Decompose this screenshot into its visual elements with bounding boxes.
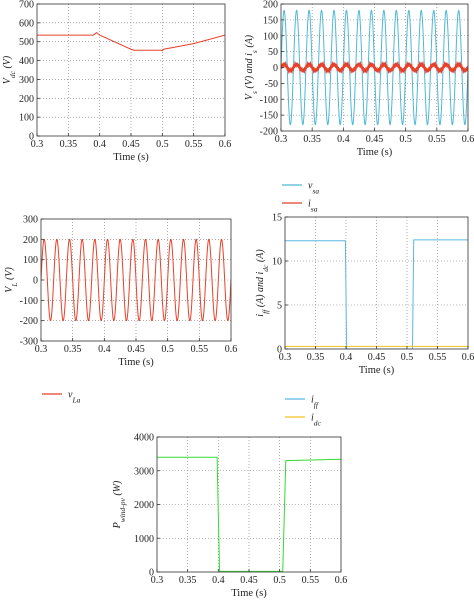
chart-currents: 0.3 0.35 0.4 0.45 0.5 0.55 0.6 0 5 10 15 Time (s) if… — [255, 213, 474, 377]
y-tick-label: 700 — [19, 0, 34, 11]
x-tick-label: 0.6 — [462, 352, 474, 363]
x-tick-label: 0.5 — [161, 344, 174, 355]
y-tick-label: 200 — [263, 0, 278, 11]
x-tick-label: 0.55 — [185, 139, 203, 150]
x-tick-label: 0.4 — [212, 575, 225, 586]
x-tick-label: 0.45 — [122, 139, 140, 150]
y-tick-label: 4000 — [134, 433, 154, 444]
x-tick-label: 0.3 — [35, 344, 48, 355]
y-tick-label: 0 — [33, 276, 38, 287]
x-tick-label: 0.5 — [401, 352, 414, 363]
y-tick-label: 100 — [263, 31, 278, 42]
x-tick-label: 0.45 — [240, 575, 258, 586]
legend-label: isa — [308, 199, 318, 214]
y-tick-label: 0 — [149, 568, 154, 579]
y-tick-label: 600 — [19, 18, 34, 29]
series-line-s0 — [157, 456, 341, 572]
x-tick-label: 0.5 — [399, 134, 412, 145]
x-tick-label: 0.6 — [335, 575, 348, 586]
x-tick-label: 0.4 — [93, 139, 106, 150]
x-tick-label: 0.35 — [179, 575, 197, 586]
x-tick-label: 0.6 — [462, 134, 474, 145]
x-tick-label: 0.55 — [428, 134, 446, 145]
y-tick-label: -200 — [260, 127, 278, 138]
x-tick-label: 0.6 — [225, 344, 238, 355]
y-tick-label: 15 — [272, 213, 282, 224]
x-tick-label: 0.5 — [156, 139, 169, 150]
x-tick-label: 0.4 — [337, 134, 350, 145]
legend-label: iff — [311, 395, 319, 410]
series-line-v_La — [41, 238, 231, 322]
x-axis-label: Time (s) — [357, 147, 393, 158]
x-tick-label: 0.35 — [60, 139, 78, 150]
x-tick-label: 0.6 — [219, 139, 232, 150]
x-axis-label: Time (s) — [231, 588, 267, 599]
chart-power: 0.3 0.35 0.4 0.45 0.5 0.55 0.6 0 1000 2000 3000 400… — [112, 433, 347, 600]
x-tick-label: 0.4 — [340, 352, 353, 363]
legend-label: idc — [311, 413, 322, 428]
x-tick-label: 0.35 — [64, 344, 82, 355]
y-tick-label: 0 — [29, 132, 34, 143]
y-tick-label: -100 — [20, 296, 38, 307]
y-tick-label: 200 — [23, 235, 38, 246]
x-axis-label: Time (s) — [359, 365, 395, 376]
y-tick-label: 200 — [19, 94, 34, 105]
series-line-i_ff — [285, 239, 468, 349]
x-tick-label: 0.35 — [307, 352, 325, 363]
y-axis-label: Vdc (V) — [2, 55, 17, 84]
y-tick-label: 400 — [19, 56, 34, 67]
x-tick-label: 0.3 — [279, 352, 292, 363]
legend-label: vLa — [68, 390, 81, 405]
x-tick-label: 0.45 — [368, 352, 386, 363]
chart-vdc: 0.3 0.35 0.4 0.45 0.5 0.55 0.6 0 100 200 300 400 500… — [2, 0, 231, 163]
y-tick-label: 1000 — [134, 534, 154, 545]
x-tick-label: 0.3 — [275, 134, 288, 145]
y-tick-label: -100 — [260, 95, 278, 106]
x-tick-label: 0.55 — [429, 352, 447, 363]
x-tick-label: 0.3 — [151, 575, 164, 586]
y-tick-label: -150 — [260, 111, 278, 122]
y-tick-label: -50 — [265, 79, 278, 90]
y-tick-label: -200 — [20, 316, 38, 327]
y-tick-label: 3000 — [134, 466, 154, 477]
x-tick-label: 0.55 — [302, 575, 320, 586]
y-axis-label: Pwind-pv (W) — [112, 480, 127, 529]
y-tick-label: 2000 — [134, 500, 154, 511]
y-tick-label: 0 — [273, 63, 278, 74]
x-tick-label: 0.55 — [191, 344, 209, 355]
y-tick-label: -300 — [20, 337, 38, 348]
legend-source: vsa isa — [282, 181, 319, 214]
y-tick-label: 500 — [19, 37, 34, 48]
chart-load: 0.3 0.35 0.4 0.45 0.5 0.55 0.6 -300 -200 -100 0 100… — [4, 215, 237, 369]
legend-currents: iff idc — [285, 395, 322, 428]
legend-label: vsa — [308, 181, 319, 196]
x-axis-label: Time (s) — [118, 357, 154, 368]
chart-source: 0.3 0.35 0.4 0.45 0.5 0.55 0.6 -200 -150 -100 -50 0… — [244, 0, 474, 158]
y-tick-label: 10 — [272, 257, 282, 268]
y-tick-label: 100 — [19, 113, 34, 124]
x-tick-label: 0.45 — [127, 344, 145, 355]
x-tick-label: 0.3 — [31, 139, 44, 150]
y-axis-label: Vs (V) and is (A) — [244, 34, 259, 100]
x-tick-label: 0.5 — [273, 575, 286, 586]
y-tick-label: 300 — [19, 75, 34, 86]
x-tick-label: 0.35 — [303, 134, 321, 145]
y-tick-label: 5 — [277, 301, 282, 312]
x-tick-label: 0.45 — [366, 134, 384, 145]
y-axis-label: VL (V) — [4, 267, 19, 293]
y-tick-label: 100 — [23, 255, 38, 266]
x-axis-label: Time (s) — [113, 152, 149, 163]
series-line-i_sa — [281, 60, 468, 75]
y-tick-label: 150 — [263, 15, 278, 26]
y-tick-label: 0 — [277, 345, 282, 356]
y-tick-label: 50 — [268, 47, 278, 58]
y-axis-label: iff (A) and idc (A) — [255, 249, 270, 317]
y-tick-label: 300 — [23, 215, 38, 226]
legend-load: vLa — [42, 390, 81, 405]
x-tick-label: 0.4 — [98, 344, 111, 355]
series-line-s0 — [37, 32, 225, 52]
